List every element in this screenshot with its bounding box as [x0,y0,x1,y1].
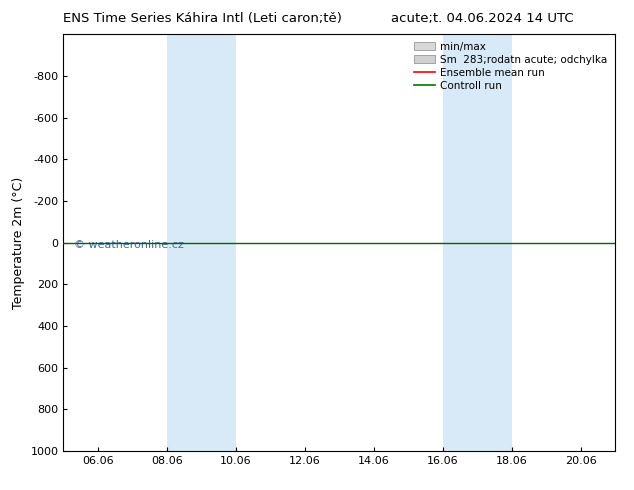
Text: acute;t. 04.06.2024 14 UTC: acute;t. 04.06.2024 14 UTC [391,12,573,25]
Y-axis label: Temperature 2m (°C): Temperature 2m (°C) [12,176,25,309]
Bar [167,34,236,451]
Legend: min/max, Sm  283;rodatn acute; odchylka, Ensemble mean run, Controll run: min/max, Sm 283;rodatn acute; odchylka, … [414,42,607,91]
Bar [443,34,512,451]
Text: ENS Time Series Káhira Intl (Leti caron;tě): ENS Time Series Káhira Intl (Leti caron;… [63,12,342,25]
Text: © weatheronline.cz: © weatheronline.cz [74,241,184,250]
